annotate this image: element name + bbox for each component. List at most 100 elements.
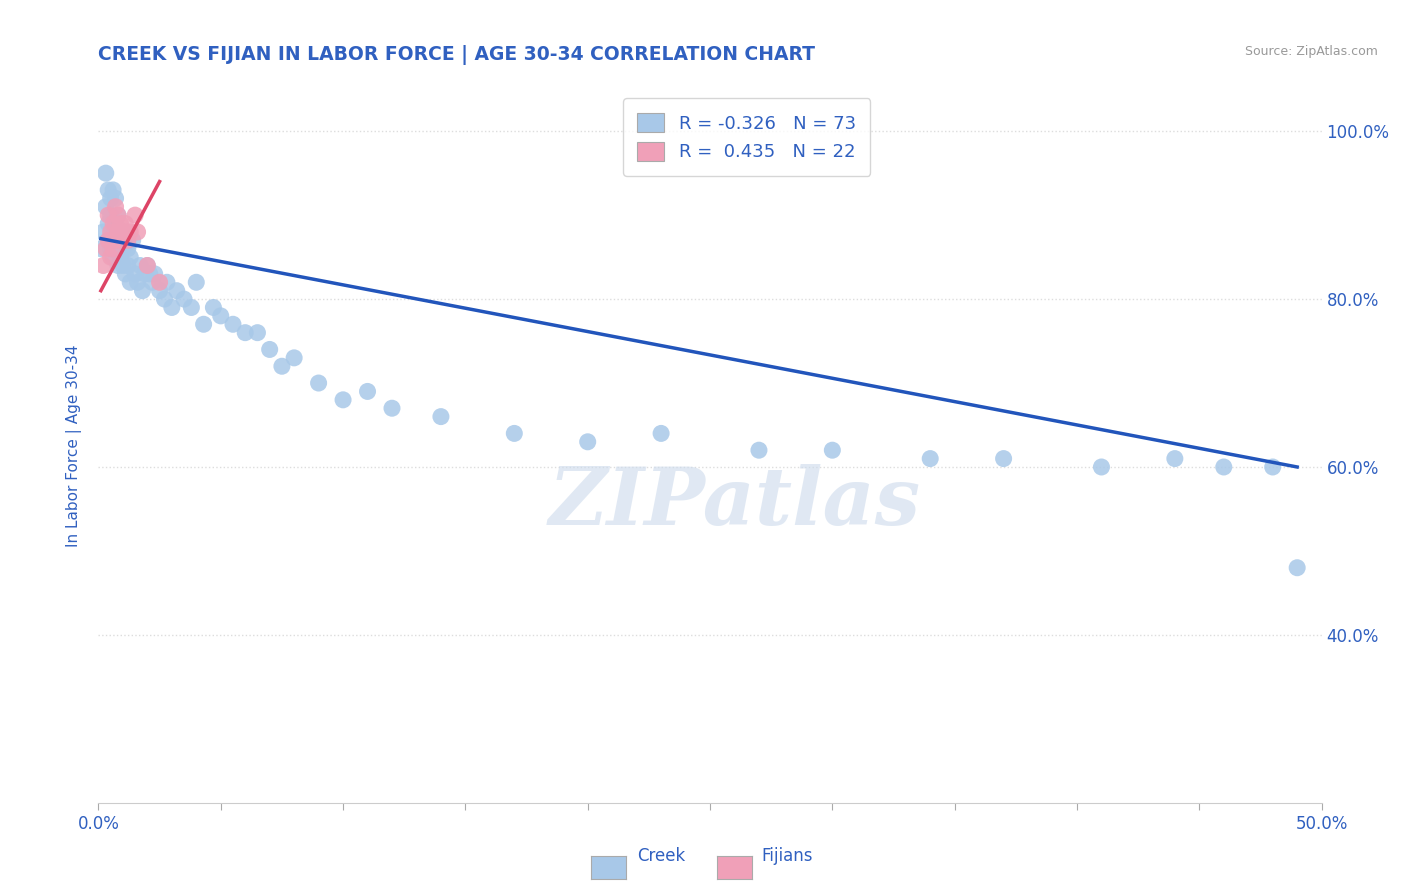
Point — [222, 318, 245, 332]
Point — [107, 225, 129, 239]
Point — [114, 217, 136, 231]
Point — [209, 309, 232, 323]
Point — [117, 233, 139, 247]
Point — [94, 200, 117, 214]
Point — [166, 284, 188, 298]
Point — [100, 225, 122, 239]
Point — [104, 233, 127, 247]
Text: Creek: Creek — [637, 847, 685, 865]
Point — [160, 301, 183, 315]
Point — [107, 259, 129, 273]
Point — [1212, 460, 1234, 475]
Point — [156, 275, 179, 289]
Point — [104, 191, 127, 205]
Point — [117, 242, 139, 256]
Point — [114, 225, 136, 239]
Point — [356, 384, 378, 399]
Point — [114, 267, 136, 281]
Point — [1090, 460, 1112, 475]
Point — [129, 259, 152, 273]
Point — [110, 225, 132, 239]
Point — [308, 376, 330, 390]
Point — [97, 183, 120, 197]
Point — [748, 443, 770, 458]
Point — [107, 242, 129, 256]
Point — [134, 267, 156, 281]
Point — [94, 242, 117, 256]
Text: Source: ZipAtlas.com: Source: ZipAtlas.com — [1244, 45, 1378, 58]
Point — [259, 343, 281, 357]
Point — [100, 242, 122, 256]
Point — [246, 326, 269, 340]
Point — [121, 233, 143, 247]
Point — [97, 233, 120, 247]
Point — [111, 225, 134, 239]
Point — [101, 242, 124, 256]
Point — [136, 259, 159, 273]
Point — [127, 225, 149, 239]
Point — [110, 250, 132, 264]
Point — [101, 183, 124, 197]
Point — [503, 426, 526, 441]
Point — [131, 284, 153, 298]
Point — [141, 275, 163, 289]
Point — [101, 217, 124, 231]
Point — [180, 301, 202, 315]
Legend: R = -0.326   N = 73, R =  0.435   N = 22: R = -0.326 N = 73, R = 0.435 N = 22 — [623, 98, 870, 176]
Point — [920, 451, 942, 466]
Point — [107, 208, 129, 222]
Point — [136, 259, 159, 273]
Point — [117, 259, 139, 273]
Y-axis label: In Labor Force | Age 30-34: In Labor Force | Age 30-34 — [66, 344, 83, 548]
Point — [90, 242, 112, 256]
Text: CREEK VS FIJIAN IN LABOR FORCE | AGE 30-34 CORRELATION CHART: CREEK VS FIJIAN IN LABOR FORCE | AGE 30-… — [98, 45, 815, 64]
Point — [111, 259, 134, 273]
Point — [381, 401, 404, 416]
Point — [104, 233, 127, 247]
Point — [100, 191, 122, 205]
Point — [124, 208, 146, 222]
Text: Fijians: Fijians — [762, 847, 813, 865]
Point — [120, 275, 142, 289]
Point — [821, 443, 844, 458]
Point — [120, 225, 142, 239]
Point — [993, 451, 1015, 466]
Point — [576, 434, 599, 449]
Point — [104, 217, 127, 231]
Point — [153, 292, 176, 306]
Point — [100, 208, 122, 222]
Point — [270, 359, 294, 374]
Point — [127, 275, 149, 289]
Point — [650, 426, 672, 441]
Point — [1164, 451, 1187, 466]
Point — [97, 233, 120, 247]
Point — [111, 242, 134, 256]
Point — [149, 284, 172, 298]
Point — [1261, 460, 1284, 475]
Point — [94, 166, 117, 180]
Point — [124, 267, 146, 281]
Point — [101, 225, 124, 239]
Point — [107, 208, 129, 222]
Text: ZIPatlas: ZIPatlas — [548, 465, 921, 541]
Point — [1286, 560, 1309, 574]
Point — [120, 250, 142, 264]
Point — [193, 318, 215, 332]
Point — [332, 392, 354, 407]
Point — [101, 250, 124, 264]
Point — [186, 275, 208, 289]
Point — [110, 233, 132, 247]
Point — [139, 267, 162, 281]
Point — [91, 259, 114, 273]
Point — [173, 292, 195, 306]
Point — [91, 225, 114, 239]
Point — [283, 351, 305, 365]
Point — [430, 409, 453, 424]
Point — [97, 208, 120, 222]
Point — [149, 275, 172, 289]
Point — [143, 267, 166, 281]
Point — [104, 200, 127, 214]
Point — [202, 301, 225, 315]
Point — [233, 326, 256, 340]
Point — [97, 217, 120, 231]
